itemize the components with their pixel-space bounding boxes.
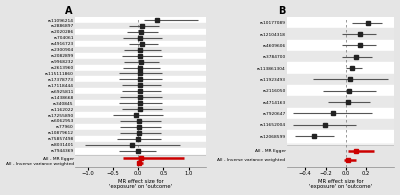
Bar [287, 85, 394, 96]
Bar [75, 155, 206, 170]
Bar [75, 130, 206, 136]
Bar [287, 62, 394, 74]
Bar [287, 145, 394, 172]
Bar [75, 17, 206, 23]
Bar [75, 65, 206, 71]
Bar [75, 142, 206, 148]
Bar [75, 41, 206, 47]
Bar [287, 119, 394, 130]
Bar [287, 40, 394, 51]
Bar [75, 71, 206, 76]
Bar [287, 17, 394, 28]
Text: B: B [278, 6, 286, 16]
Bar [75, 53, 206, 59]
Bar [75, 118, 206, 124]
Bar [75, 47, 206, 53]
Bar [75, 88, 206, 94]
Bar [287, 28, 394, 40]
Bar [75, 76, 206, 82]
Bar [75, 82, 206, 88]
Bar [287, 108, 394, 119]
Bar [75, 100, 206, 106]
Bar [287, 51, 394, 62]
Bar [287, 130, 394, 142]
Bar [75, 23, 206, 29]
X-axis label: MR effect size for
'exposure' on 'outcome': MR effect size for 'exposure' on 'outcom… [309, 179, 372, 190]
X-axis label: MR effect size for
'exposure' on 'outcome': MR effect size for 'exposure' on 'outcom… [109, 179, 172, 190]
Bar [75, 106, 206, 112]
Bar [287, 74, 394, 85]
Text: A: A [64, 6, 72, 16]
Bar [287, 96, 394, 108]
Bar [75, 148, 206, 154]
Bar [75, 124, 206, 130]
Bar [75, 59, 206, 65]
Bar [75, 35, 206, 41]
Bar [75, 94, 206, 100]
Bar [75, 112, 206, 118]
Bar [75, 29, 206, 35]
Bar [75, 136, 206, 142]
